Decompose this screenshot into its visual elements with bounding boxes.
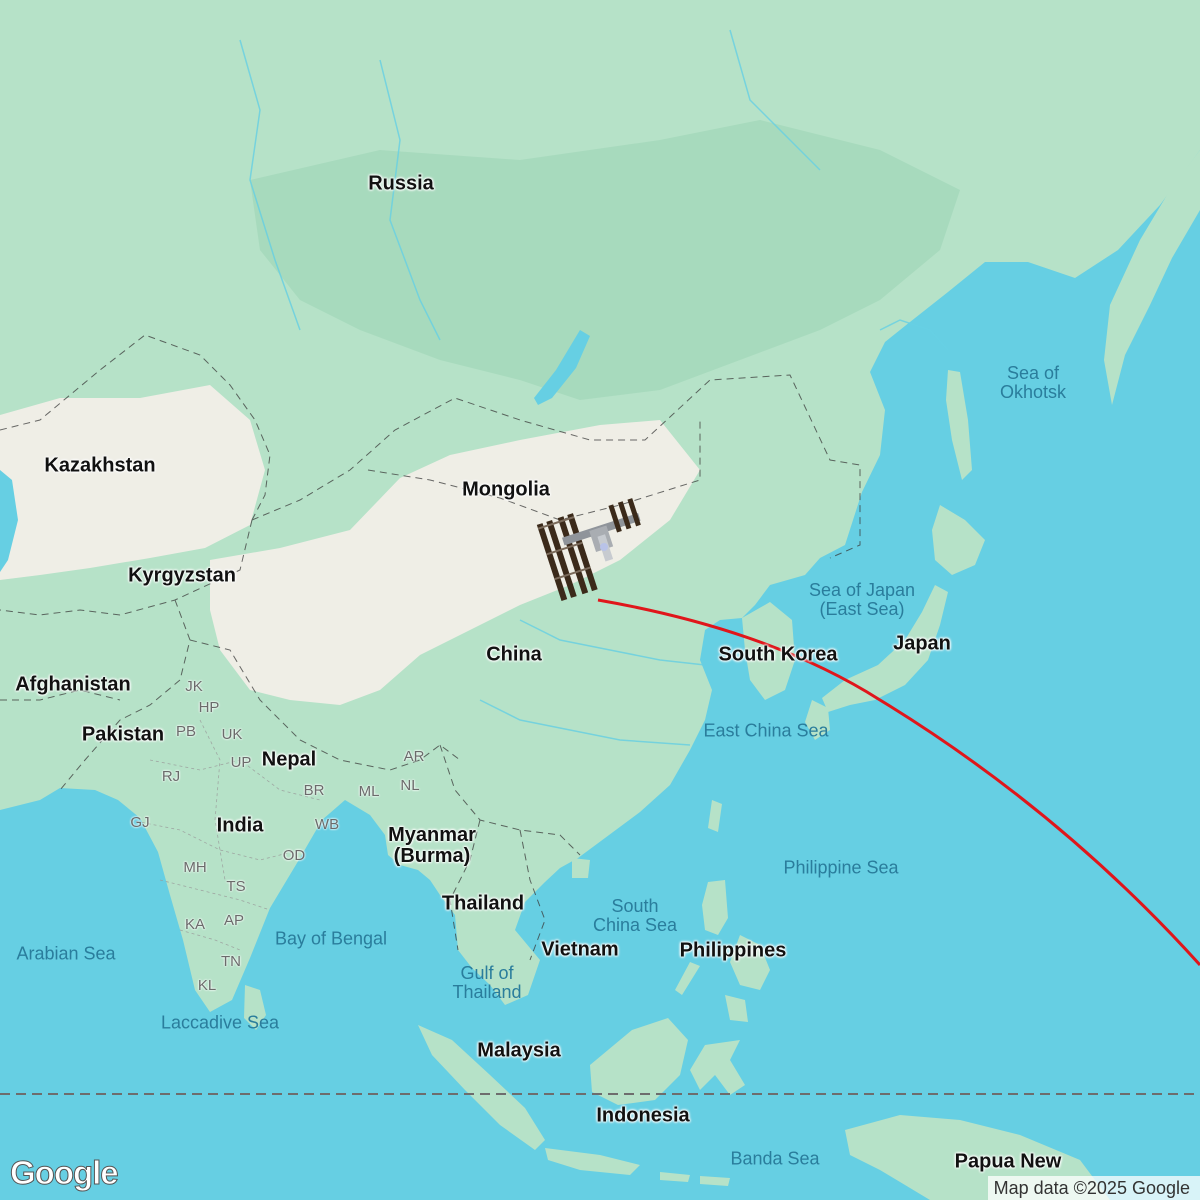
label-india: India <box>216 814 264 837</box>
caspian-sea <box>0 470 18 572</box>
label-east-china-sea: East China Sea <box>703 720 829 741</box>
label-state-kl: KL <box>197 977 217 995</box>
lake-baikal <box>534 330 590 405</box>
forest-siberia <box>250 120 960 400</box>
label-afghanistan: Afghanistan <box>15 673 131 696</box>
desert-mongolia-tarim <box>210 420 700 705</box>
label-state-mh: MH <box>183 859 207 877</box>
island-java <box>545 1148 640 1175</box>
label-myanmar: Myanmar (Burma) <box>388 824 476 867</box>
islands-lesser-sunda <box>660 1172 730 1186</box>
desert-central-asia <box>0 385 265 580</box>
island-sri-lanka <box>244 985 266 1030</box>
islands-philippines <box>675 880 770 1022</box>
label-kyrgyzstan: Kyrgyzstan <box>128 564 236 587</box>
rivers <box>239 29 949 746</box>
label-state-rj: RJ <box>161 768 181 786</box>
island-sulawesi <box>690 1040 745 1095</box>
island-borneo <box>590 1018 688 1105</box>
label-state-od: OD <box>282 847 306 865</box>
label-china: China <box>486 643 542 666</box>
google-logo: Google <box>10 1154 120 1192</box>
label-russia: Russia <box>368 172 434 195</box>
island-hainan <box>572 858 590 878</box>
label-state-br: BR <box>303 782 325 800</box>
iss-ground-track <box>597 598 1200 967</box>
label-malaysia: Malaysia <box>477 1039 561 1062</box>
label-state-hp: HP <box>198 699 220 717</box>
island-taiwan <box>708 800 722 832</box>
label-japan: Japan <box>893 632 951 655</box>
label-pakistan: Pakistan <box>81 723 165 746</box>
label-state-ar: AR <box>403 748 425 766</box>
land-korea <box>742 602 795 700</box>
label-gulf-of-thailand: Gulf of Thailand <box>452 963 522 1002</box>
label-nepal: Nepal <box>261 748 317 771</box>
label-state-uk: UK <box>221 726 243 744</box>
label-state-ka: KA <box>184 916 206 934</box>
label-state-jk: JK <box>185 678 203 696</box>
label-mongolia: Mongolia <box>462 478 550 501</box>
label-philippines: Philippines <box>679 939 787 962</box>
island-sumatra <box>418 1025 545 1150</box>
state-borders <box>129 719 321 951</box>
island-kyushu <box>805 700 830 740</box>
label-state-pb: PB <box>175 723 197 741</box>
label-state-gj: GJ <box>130 814 150 832</box>
label-state-nl: NL <box>400 777 420 795</box>
island-hokkaido <box>932 505 985 575</box>
label-state-ml: ML <box>358 783 380 801</box>
label-state-ap: AP <box>223 912 245 930</box>
label-arabian-sea: Arabian Sea <box>16 943 116 964</box>
land-kamchatka <box>1104 150 1200 405</box>
label-sea-of-okhotsk: Sea of Okhotsk <box>999 363 1067 402</box>
label-kazakhstan: Kazakhstan <box>44 454 156 477</box>
label-papua-new-guinea: Papua New <box>954 1150 1062 1173</box>
label-sea-of-japan: Sea of Japan (East Sea) <box>808 580 916 619</box>
island-sakhalin <box>946 370 972 480</box>
map-attribution[interactable]: Map data ©2025 Google <box>987 1176 1200 1200</box>
label-philippine-sea: Philippine Sea <box>783 857 899 878</box>
island-honshu <box>822 585 948 712</box>
space-station-icon[interactable] <box>536 498 641 602</box>
label-vietnam: Vietnam <box>541 938 619 961</box>
label-south-china-sea: South China Sea <box>592 896 678 935</box>
label-thailand: Thailand <box>441 892 525 915</box>
label-state-ts: TS <box>226 878 246 896</box>
label-south-korea: South Korea <box>718 643 838 666</box>
label-indonesia: Indonesia <box>596 1104 690 1127</box>
label-laccadive-sea: Laccadive Sea <box>160 1012 280 1033</box>
label-state-tn: TN <box>221 953 241 971</box>
label-banda-sea: Banda Sea <box>730 1148 820 1169</box>
label-state-wb: WB <box>314 816 340 834</box>
label-bay-of-bengal: Bay of Bengal <box>274 928 388 949</box>
label-state-up: UP <box>230 754 252 772</box>
